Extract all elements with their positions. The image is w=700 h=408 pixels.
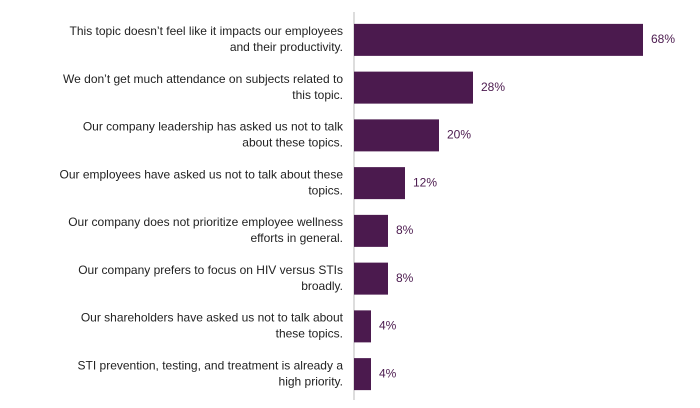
bar [354, 119, 439, 152]
category-label: efforts in general. [250, 231, 343, 245]
category-label: about these topics. [242, 136, 343, 150]
value-label: 28% [481, 80, 505, 94]
category-label: Our company leadership has asked us not … [83, 120, 344, 134]
category-label: STI prevention, testing, and treatment i… [78, 358, 344, 372]
value-label: 8% [396, 223, 414, 237]
bar [354, 358, 371, 391]
bar [354, 167, 405, 200]
category-label: this topic. [292, 88, 343, 102]
category-label: This topic doesn’t feel like it impacts … [70, 24, 343, 38]
bar [354, 262, 388, 295]
value-label: 4% [379, 319, 397, 333]
category-label: Our employees have asked us not to talk … [59, 167, 343, 181]
category-label: topics. [308, 183, 343, 197]
category-label: high priority. [279, 374, 343, 388]
value-label: 4% [379, 366, 397, 380]
bar [354, 214, 388, 247]
category-label: Our shareholders have asked us not to ta… [81, 311, 344, 325]
value-label: 68% [651, 32, 675, 46]
category-label: We don’t get much attendance on subjects… [63, 72, 343, 86]
category-label: and their productivity. [230, 40, 343, 54]
bar [354, 310, 371, 343]
value-label: 12% [413, 175, 437, 189]
bar [354, 71, 473, 104]
bar [354, 23, 643, 56]
category-label: Our company does not prioritize employee… [68, 215, 343, 229]
category-label: these topics. [276, 327, 343, 341]
category-label: Our company prefers to focus on HIV vers… [78, 263, 343, 277]
value-label: 20% [447, 128, 471, 142]
value-label: 8% [396, 271, 414, 285]
category-label: broadly. [301, 279, 343, 293]
